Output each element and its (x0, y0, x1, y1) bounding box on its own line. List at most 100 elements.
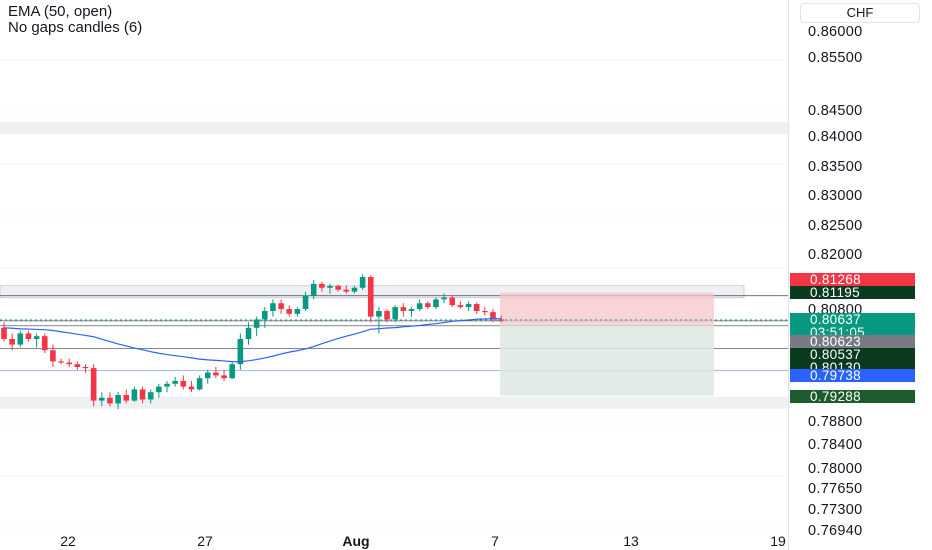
candle-body (82, 367, 89, 369)
price-tick-label: 0.82000 (808, 247, 863, 264)
candle-body (50, 350, 56, 362)
take-profit-zone (500, 325, 714, 396)
candle-body (449, 297, 456, 306)
candle-body (490, 312, 496, 320)
candle-body (367, 277, 374, 317)
candle-body (310, 283, 317, 296)
candle-body (58, 361, 64, 363)
candle-body (400, 307, 407, 311)
candle-body (25, 333, 32, 339)
candle-body (213, 372, 219, 376)
time-tick-label: 27 (197, 533, 213, 549)
price-level-tag: 0.80623 (790, 335, 915, 348)
candle-body (441, 297, 447, 300)
price-level-tag: 0.79738 (790, 369, 915, 382)
candle-body (302, 295, 309, 310)
price-level-tag: 0.81268 (790, 273, 915, 286)
candle-body (74, 364, 81, 367)
price-tick-label: 0.77300 (808, 501, 863, 518)
candle-body (204, 372, 211, 379)
candle-body (465, 304, 472, 308)
candle-body (196, 378, 203, 390)
candle-body (457, 305, 464, 308)
candle-body (425, 303, 431, 308)
price-tick-label: 0.86000 (808, 24, 863, 40)
candle-body (376, 311, 382, 317)
candle-body (229, 364, 235, 379)
price-chart[interactable] (0, 0, 788, 550)
candle-body (335, 285, 341, 290)
candle-body (482, 311, 488, 313)
price-level-tag: 0.79288 (790, 390, 915, 403)
price-tick-label: 0.76940 (808, 523, 863, 539)
candle-body (433, 299, 439, 308)
candle-body (66, 362, 72, 365)
candle-body (115, 395, 121, 404)
candle-body (408, 309, 415, 311)
candle-body (253, 319, 260, 328)
candle-body (188, 386, 195, 390)
candle-body (237, 339, 244, 365)
ema-legend-label[interactable]: EMA (50, open) (8, 3, 113, 20)
price-level-tag: 0.80537 (790, 348, 915, 361)
indicator-legend: EMA (50, open) No gaps candles (6) (8, 4, 142, 36)
stop-loss-zone (500, 292, 714, 326)
time-tick-label: 13 (623, 533, 639, 549)
support-resistance-zone (0, 122, 788, 135)
candle-body (107, 397, 113, 404)
candle-body (245, 327, 252, 339)
candle-body (9, 339, 15, 345)
candle-body (384, 311, 390, 320)
candle-body (262, 311, 268, 320)
price-tick-label: 0.78400 (808, 437, 863, 454)
candle-body (164, 383, 170, 387)
candle-body (327, 285, 333, 288)
price-tick-label: 0.83000 (808, 188, 863, 205)
time-axis[interactable] (0, 532, 788, 550)
candle-body (343, 289, 350, 292)
candle-body (33, 336, 40, 339)
candle-body (147, 392, 154, 400)
candle-body (156, 386, 162, 393)
candle-body (90, 368, 97, 401)
candle-body (278, 303, 284, 310)
candle-body (359, 277, 366, 288)
candle-body (123, 395, 130, 401)
candle-body (221, 375, 227, 379)
time-tick-label: 22 (60, 533, 76, 549)
candle-body (17, 333, 24, 345)
candle-body (392, 307, 398, 320)
candle-body (473, 304, 480, 311)
price-tick-label: 0.84500 (808, 102, 863, 119)
current-price-value: 0.80637 (810, 312, 861, 327)
gaps-legend-label[interactable]: No gaps candles (6) (8, 19, 143, 36)
candle-body (351, 287, 358, 292)
price-tick-label: 0.77650 (808, 481, 863, 498)
support-resistance-zone (0, 396, 788, 409)
ema-line (3, 318, 502, 363)
time-tick-label: Aug (342, 533, 370, 549)
candle-body (99, 397, 105, 401)
price-tick-label: 0.83500 (808, 158, 863, 175)
candle-body (294, 309, 301, 314)
price-tick-label: 0.78000 (808, 460, 863, 477)
price-tick-label: 0.85500 (808, 50, 863, 67)
price-tick-label: 0.82500 (808, 217, 863, 234)
candle-body (1, 327, 7, 339)
candle-body (139, 389, 146, 400)
candle-body (286, 309, 293, 314)
candle-body (270, 303, 276, 311)
currency-button[interactable]: CHF (800, 3, 920, 23)
candle-body (319, 283, 325, 288)
current-price-tag: 0.80637 03:51:05 (790, 313, 915, 339)
time-tick-label: 7 (491, 533, 499, 549)
price-tick-label: 0.78800 (808, 414, 863, 430)
chart-area[interactable] (0, 0, 788, 550)
price-level-tag: 0.81195 (790, 286, 915, 299)
candle-body (41, 336, 48, 351)
candle-body (416, 303, 423, 310)
candle-body (180, 381, 187, 387)
price-tick-label: 0.84000 (808, 129, 863, 145)
candle-body (172, 381, 178, 384)
candle-body (131, 389, 138, 401)
